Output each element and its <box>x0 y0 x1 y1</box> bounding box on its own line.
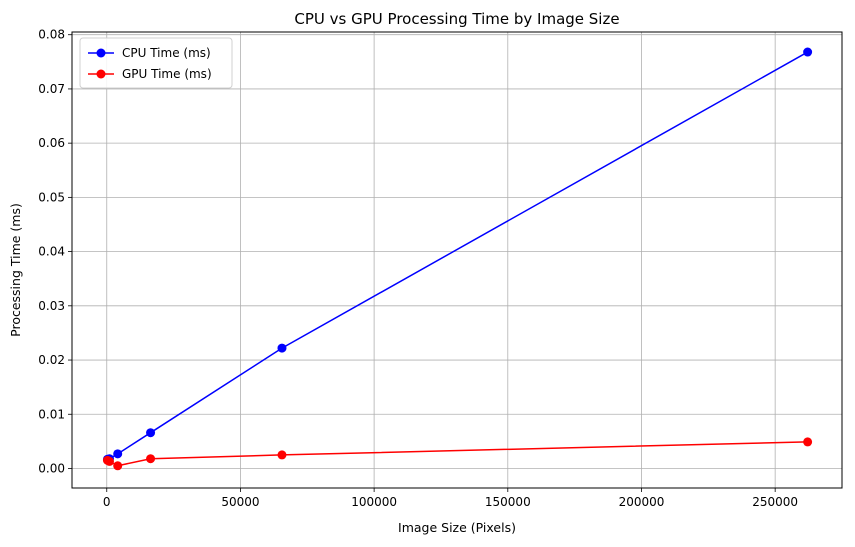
y-tick-label: 0.04 <box>38 245 65 259</box>
x-tick-label: 50000 <box>221 495 259 509</box>
data-point <box>104 456 114 466</box>
x-tick-label: 150000 <box>485 495 531 509</box>
data-point <box>277 450 287 460</box>
y-tick-label: 0.01 <box>38 407 65 421</box>
x-tick-label: 250000 <box>752 495 798 509</box>
series-1 <box>102 437 813 471</box>
ticks: 0 50000 100000 150000 200000 250000 0.00 0.01 0.… <box>38 28 798 509</box>
legend-label: CPU Time (ms) <box>122 46 211 60</box>
x-axis-label: Image Size (Pixels) <box>398 520 516 535</box>
series-layer <box>102 47 813 471</box>
y-tick-label: 0.00 <box>38 461 65 475</box>
plot-frame <box>71 31 843 489</box>
x-tick-label: 0 <box>103 495 111 509</box>
y-tick-label: 0.03 <box>38 299 65 313</box>
data-point <box>803 437 813 447</box>
y-axis-label: Processing Time (ms) <box>8 203 23 337</box>
y-tick-label: 0.02 <box>38 353 65 367</box>
legend-marker <box>96 69 106 79</box>
data-point <box>113 461 123 471</box>
legend-item: CPU Time (ms) <box>88 46 211 60</box>
y-tick-label: 0.08 <box>38 28 65 42</box>
x-tick-label: 200000 <box>619 495 665 509</box>
data-point <box>146 454 156 464</box>
legend-item: GPU Time (ms) <box>88 67 212 81</box>
legend-label: GPU Time (ms) <box>122 67 212 81</box>
data-point <box>113 449 123 459</box>
legend-marker <box>96 48 106 58</box>
legend: CPU Time (ms) GPU Time (ms) <box>79 37 233 89</box>
data-point <box>277 343 287 353</box>
chart-title: CPU vs GPU Processing Time by Image Size <box>294 10 619 28</box>
data-point <box>146 428 156 438</box>
y-tick-label: 0.06 <box>38 136 65 150</box>
x-tick-label: 100000 <box>351 495 397 509</box>
data-point <box>803 47 813 57</box>
grid <box>72 32 842 488</box>
legend-box <box>79 37 233 89</box>
y-tick-label: 0.05 <box>38 190 65 204</box>
y-tick-label: 0.07 <box>38 82 65 96</box>
